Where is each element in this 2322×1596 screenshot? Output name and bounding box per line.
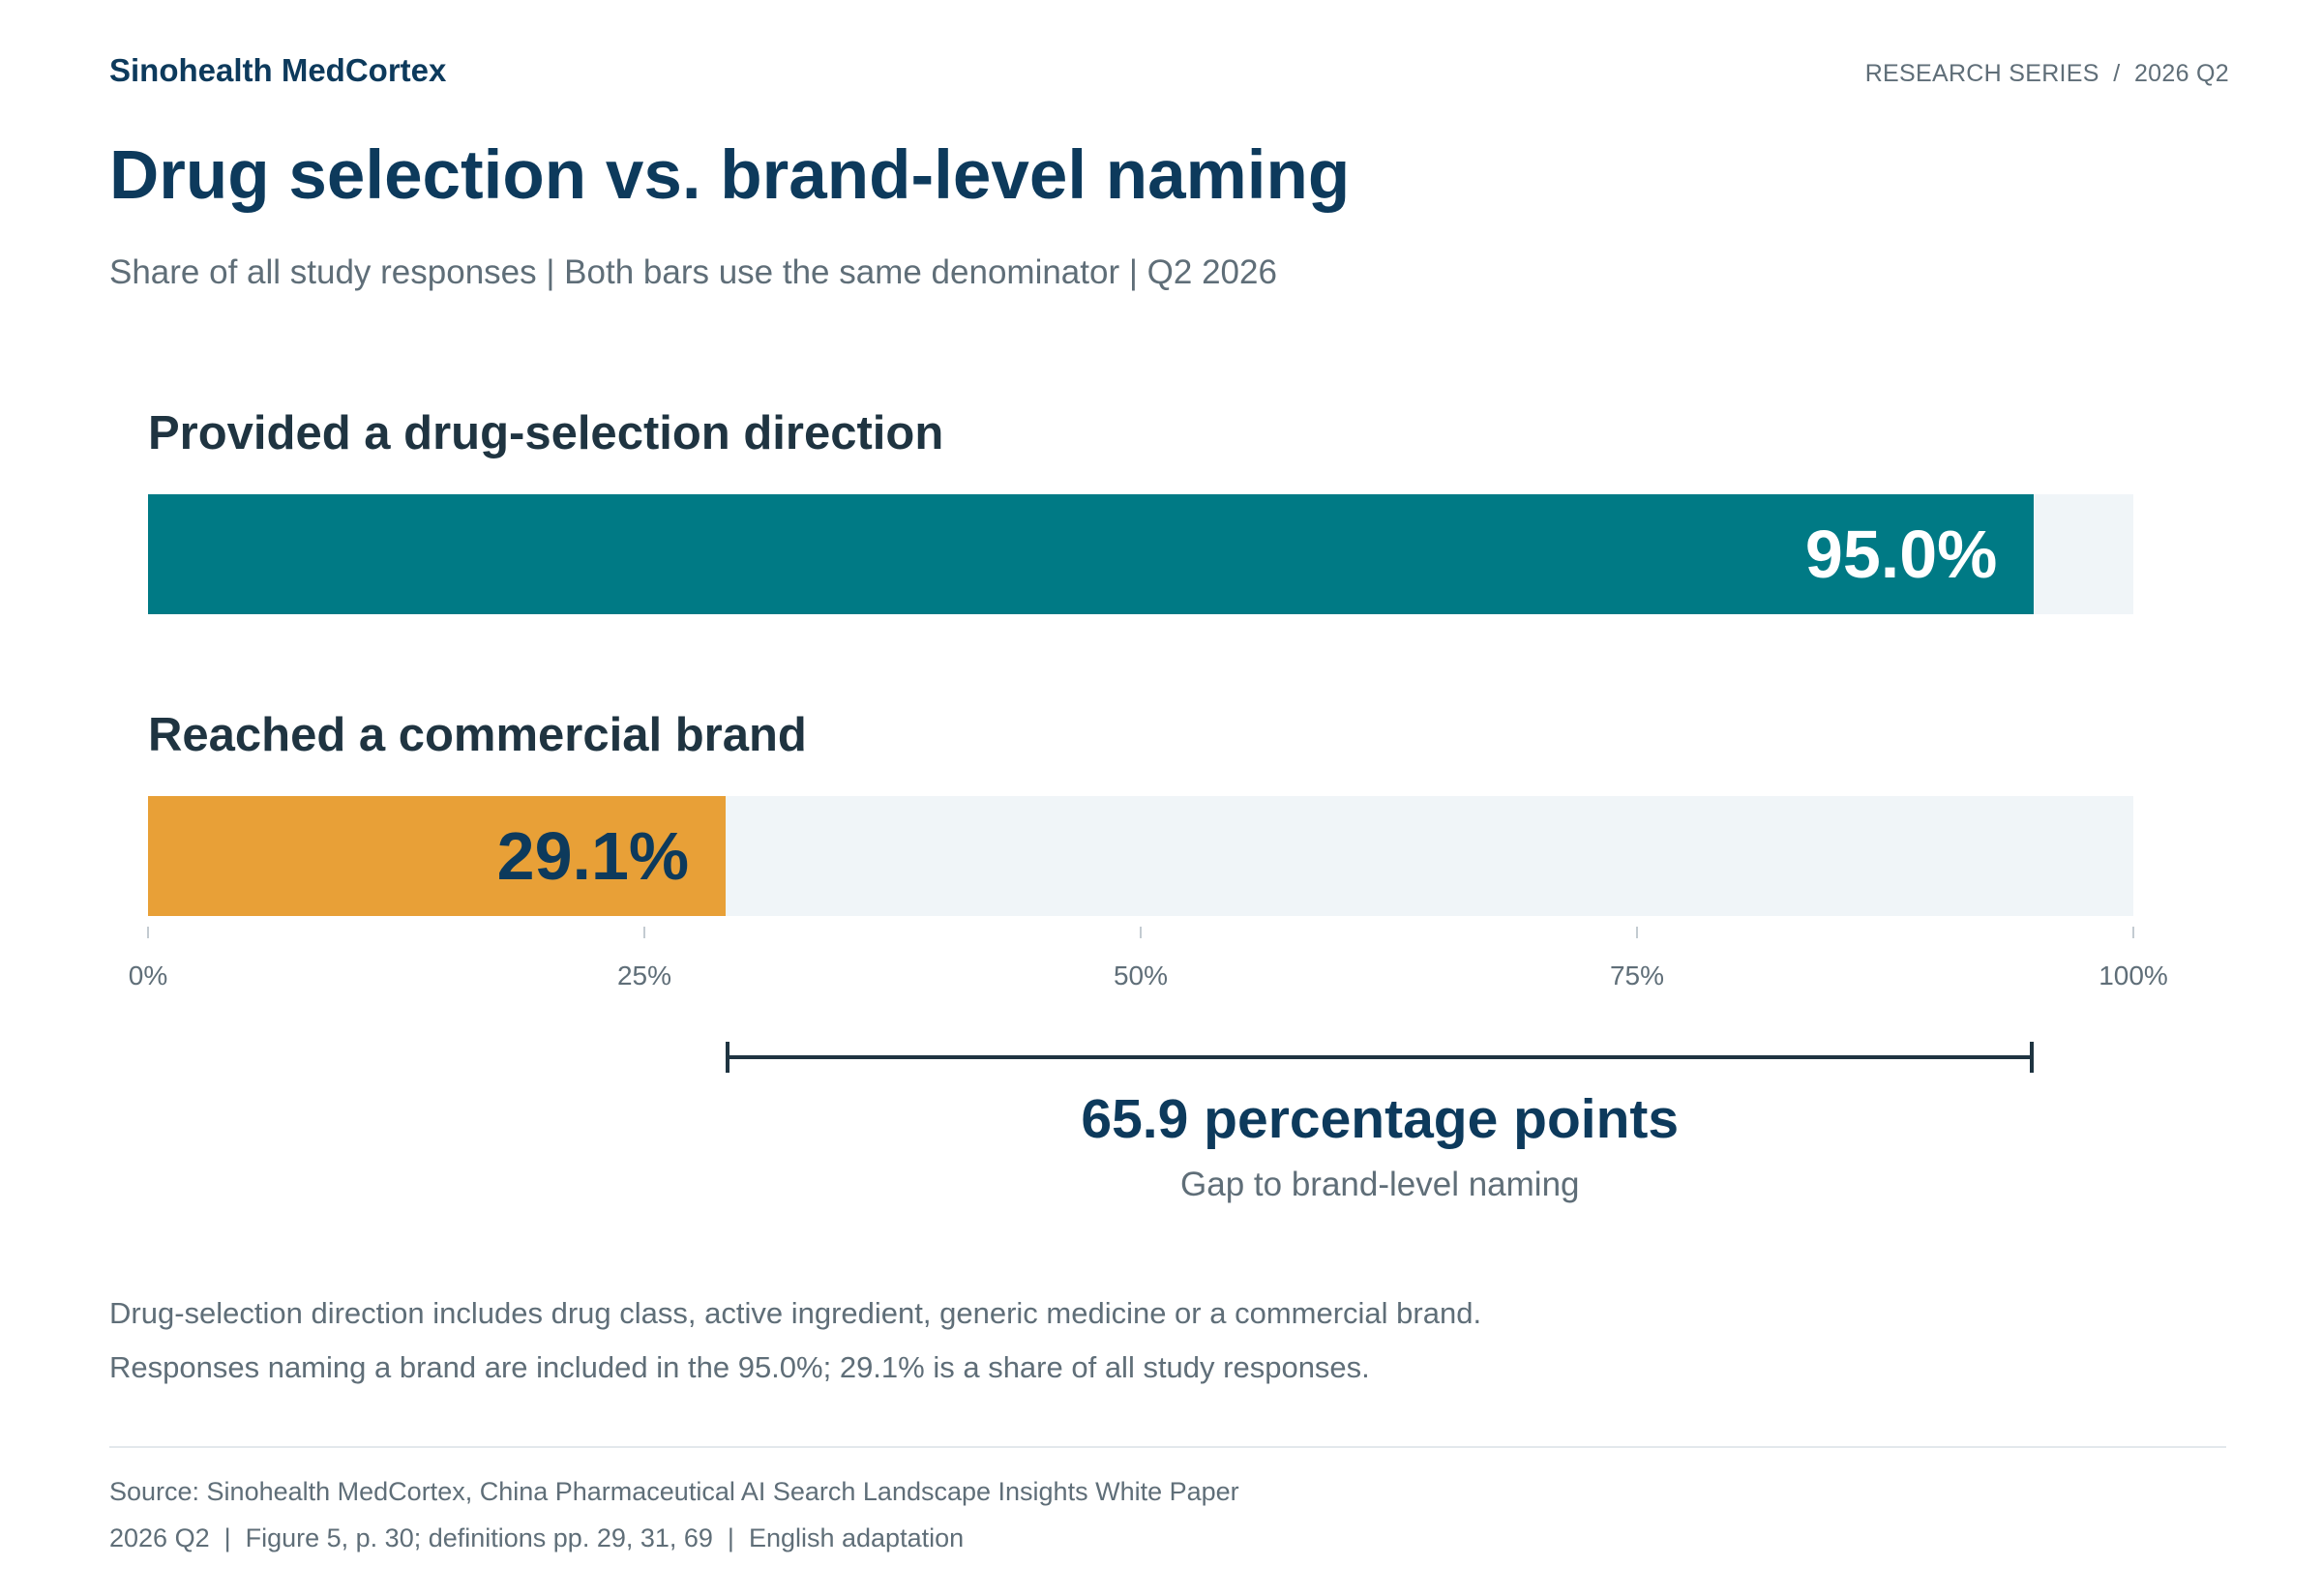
chart-subtitle: Share of all study responses | Both bars… xyxy=(109,253,1277,291)
gap-caption: Gap to brand-level naming xyxy=(1180,1166,1580,1203)
x-axis-tick xyxy=(1636,927,1638,938)
gap-bracket-right-cap xyxy=(2030,1042,2035,1073)
bar-value-drug-selection: 95.0% xyxy=(1804,517,1998,592)
footer-divider xyxy=(109,1446,2226,1448)
source-line-1: Source: Sinohealth MedCortex, China Phar… xyxy=(109,1477,1239,1506)
x-axis-tick xyxy=(1140,927,1142,938)
chart-title: Drug selection vs. brand-level naming xyxy=(109,137,1351,214)
x-axis-tick-label: 50% xyxy=(1113,961,1169,990)
x-axis-tick-label: 25% xyxy=(616,961,672,990)
x-axis-tick xyxy=(147,927,149,938)
bar-drug-selection: 95.0% xyxy=(148,494,2035,614)
gap-bracket xyxy=(726,1042,2035,1073)
research-series-label: RESEARCH SERIES / 2026 Q2 xyxy=(1864,60,2229,87)
gap-value: 65.9 percentage points xyxy=(1081,1088,1680,1150)
bar-track-commercial-brand: 29.1% xyxy=(148,796,2133,916)
x-axis-tick-label: 100% xyxy=(2099,961,2168,990)
gap-bracket-left-cap xyxy=(726,1042,730,1073)
bar-value-commercial-brand: 29.1% xyxy=(496,818,690,894)
x-axis-tick-label: 0% xyxy=(128,961,168,990)
x-axis-tick xyxy=(643,927,645,938)
source-line-2: 2026 Q2 | Figure 5, p. 30; definitions p… xyxy=(109,1523,965,1552)
note-denominator: Responses naming a brand are included in… xyxy=(109,1350,1370,1384)
note-definition: Drug-selection direction includes drug c… xyxy=(109,1296,1482,1330)
bar-label-commercial-brand: Reached a commercial brand xyxy=(148,709,807,761)
x-axis-tick-label: 75% xyxy=(1609,961,1665,990)
bar-label-drug-selection: Provided a drug-selection direction xyxy=(148,407,944,459)
bar-track-drug-selection: 95.0% xyxy=(148,494,2133,614)
x-axis-tick xyxy=(2132,927,2134,938)
brand-name: Sinohealth MedCortex xyxy=(109,52,447,88)
bar-commercial-brand: 29.1% xyxy=(148,796,727,916)
